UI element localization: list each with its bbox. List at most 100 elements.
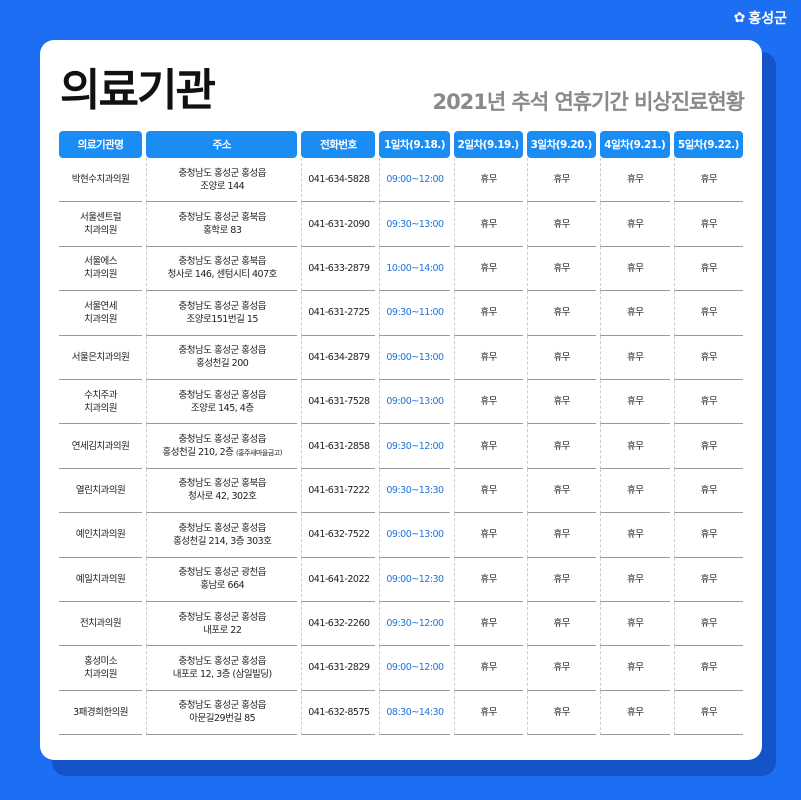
column-header: 주소 [146, 131, 298, 158]
clinic-name: 치과의원 [84, 269, 118, 281]
day4-cell: 휴무 [599, 557, 670, 602]
column-header: 2일차(9.19.) [453, 131, 523, 158]
day5-cell: 휴무 [673, 513, 743, 558]
clinic-name: 치과의원 [84, 668, 118, 680]
day5-status: 휴무 [700, 351, 718, 363]
day5-cell: 휴무 [673, 557, 743, 602]
clinic-name: 서울은치과의원 [71, 351, 130, 363]
day4-cell: 휴무 [599, 424, 670, 469]
address-line: 홍성천길 210, 2층 [162, 446, 234, 458]
phone-number: 041-632-2260 [308, 618, 370, 630]
day5-status: 휴무 [700, 484, 718, 496]
clinic-name: 치과의원 [84, 402, 118, 414]
address-line: 홍성천길 200 [196, 358, 249, 370]
clinic-name: 치과의원 [84, 225, 118, 237]
hongseong-logo: ✿ 홍성군 [734, 8, 787, 28]
day2-cell: 휴무 [453, 646, 523, 691]
day5-status: 휴무 [700, 262, 718, 274]
day2-cell: 휴무 [453, 379, 523, 425]
phone-number: 041-631-7222 [308, 484, 370, 496]
day4-status: 휴무 [627, 262, 644, 274]
clinic-name: 서울에스 [84, 256, 118, 268]
day4-cell: 휴무 [599, 335, 670, 380]
address-line: 충청남도 홍성군 홍북읍 [178, 256, 267, 268]
clinic-name: 홍성미소 [84, 655, 118, 667]
phone-number: 041-634-5828 [308, 174, 370, 186]
name-cell: 연세김치과의원 [59, 424, 143, 469]
day1-cell: 09:00~13:00 [379, 513, 450, 558]
phone-cell: 041-634-5828 [301, 158, 376, 203]
page-title: 의료기관 [60, 65, 216, 116]
address-line: 홍학로 83 [203, 225, 242, 237]
day2-status: 휴무 [480, 262, 497, 274]
column-header: 3일차(9.20.) [526, 131, 596, 158]
day1-cell: 09:30~13:30 [379, 468, 450, 514]
name-cell: 예일치과의원 [59, 558, 143, 602]
table-row: 서울에스 치과의원 충청남도 홍성군 홍북읍 청사로 146, 센텀시티 407호 … [59, 246, 743, 292]
name-cell: 열린치과의원 [59, 469, 143, 514]
phone-number: 041-631-2090 [308, 218, 370, 230]
table-row: 서울센트럴 치과의원 충청남도 홍성군 홍북읍 홍학로 83 041-631-209… [59, 202, 743, 247]
column-header: 전화번호 [301, 131, 376, 158]
day3-cell: 휴무 [526, 557, 596, 602]
day3-status: 휴무 [553, 618, 570, 630]
table-row: 연세김치과의원 충청남도 홍성군 홍성읍 홍성천길 210, 2층 (홍주새마을금… [59, 424, 743, 469]
address-line: 충청남도 홍성군 홍성읍 [178, 300, 267, 312]
address-line: 충청남도 홍성군 광천읍 [178, 567, 267, 579]
day1-cell: 09:00~12:00 [379, 646, 450, 691]
phone-cell: 041-631-2090 [301, 202, 376, 247]
address-line: 청사로 42, 302호 [188, 491, 257, 503]
day5-status: 휴무 [700, 396, 718, 408]
address-cell: 충청남도 홍성군 홍북읍 청사로 146, 센텀시티 407호 [146, 246, 298, 292]
table-row: 예일치과의원 충청남도 홍성군 광천읍 홍남로 664 041-641-2022 … [59, 557, 743, 602]
day2-status: 휴무 [480, 396, 497, 408]
day5-cell: 휴무 [673, 158, 743, 203]
clinic-name: 박현수치과의원 [71, 174, 130, 186]
phone-cell: 041-632-2260 [301, 601, 376, 647]
day3-cell: 휴무 [526, 291, 596, 336]
address-line: 충청남도 홍성군 홍성읍 [178, 700, 267, 712]
day2-status: 휴무 [480, 618, 497, 630]
day4-cell: 휴무 [599, 468, 670, 514]
name-cell: 서울에스 치과의원 [59, 247, 143, 292]
column-header: 5일차(9.22.) [673, 131, 743, 158]
day5-status: 휴무 [700, 573, 718, 585]
day3-cell: 휴무 [526, 158, 596, 203]
clinic-name: 서울센트럴 [79, 212, 122, 224]
day5-cell: 휴무 [673, 601, 743, 647]
address-line: 충청남도 홍성군 홍성읍 [178, 655, 267, 667]
day1-cell: 08:30~14:30 [379, 690, 450, 736]
day4-status: 휴무 [627, 484, 644, 496]
day4-status: 휴무 [627, 706, 644, 718]
day2-status: 휴무 [480, 706, 497, 718]
day4-cell: 휴무 [599, 246, 670, 292]
day3-status: 휴무 [553, 529, 570, 541]
address-cell: 충청남도 홍성군 홍성읍 홍성천길 210, 2층 (홍주새마을금고) [146, 424, 298, 469]
day4-status: 휴무 [627, 396, 644, 408]
day5-cell: 휴무 [673, 468, 743, 514]
day4-cell: 휴무 [599, 690, 670, 736]
day1-cell: 09:30~12:00 [379, 601, 450, 647]
name-cell: 서울센트럴 치과의원 [59, 202, 143, 247]
day2-status: 휴무 [480, 662, 497, 674]
day1-hours: 10:00~14:00 [386, 262, 444, 274]
address-line: 충청남도 홍성군 홍북읍 [178, 212, 267, 224]
day1-hours: 09:00~12:30 [386, 573, 444, 585]
column-header: 의료기관명 [59, 131, 143, 158]
day1-hours: 08:30~14:30 [386, 706, 444, 718]
day3-status: 휴무 [553, 218, 570, 230]
address-line: 내포로 22 [203, 624, 242, 636]
page-subtitle: 2021년 추석 연휴기간 비상진료현황 [432, 90, 745, 114]
day1-cell: 09:00~13:00 [379, 335, 450, 380]
day1-hours: 09:30~12:00 [386, 618, 444, 630]
phone-number: 041-632-7522 [308, 529, 370, 541]
phone-number: 041-634-2879 [308, 351, 370, 363]
address-line: 조양로 145, 4층 [190, 402, 254, 414]
clinic-name: 열린치과의원 [75, 484, 126, 496]
day3-cell: 휴무 [526, 335, 596, 380]
address-line: 충청남도 홍성군 홍성읍 [178, 522, 267, 534]
day5-status: 휴무 [700, 618, 718, 630]
address-cell: 충청남도 홍성군 홍성읍 내포로 22 [146, 601, 298, 647]
day5-status: 휴무 [700, 174, 718, 186]
day5-cell: 휴무 [673, 246, 743, 292]
